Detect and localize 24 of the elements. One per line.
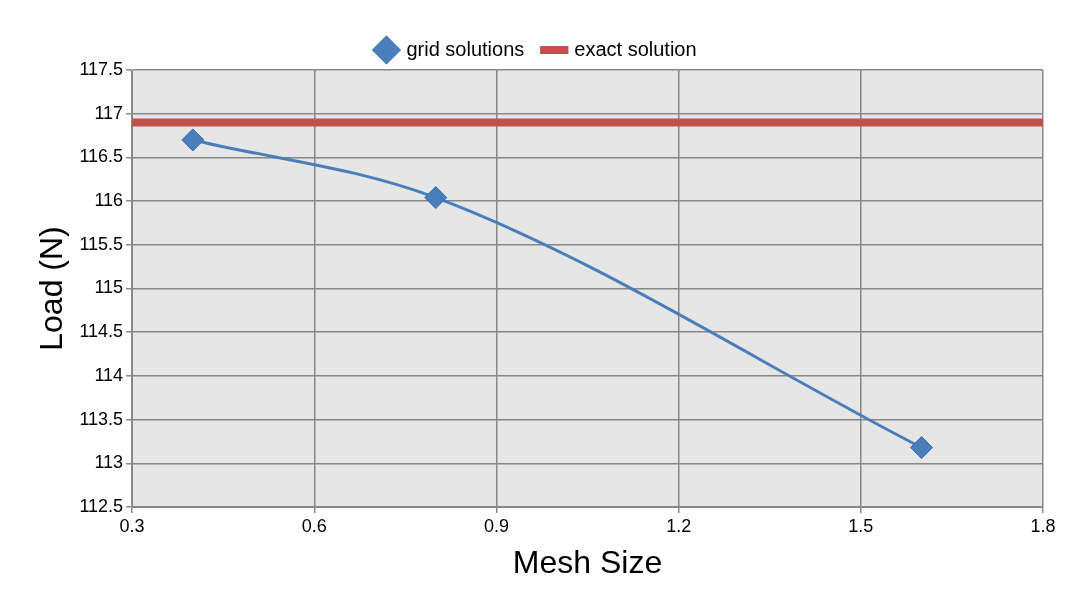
y-tick-label: 113.5: [79, 408, 124, 429]
point: [181, 128, 205, 152]
x-axis-title: Mesh Size: [512, 543, 663, 580]
y-tick-label: 113: [94, 452, 124, 473]
point: [910, 436, 934, 460]
y-tick-label: 116: [94, 190, 124, 211]
point: [424, 186, 448, 210]
y-tick-label: 117: [94, 102, 124, 123]
y-tick-label: 114.5: [79, 321, 124, 342]
x-tick-label: 0.9: [483, 515, 509, 536]
x-tick-label: 0.3: [119, 515, 145, 536]
legend-label: grid solutions: [406, 37, 525, 60]
legend-label: exact solution: [574, 37, 697, 60]
y-tick-label: 115.5: [79, 233, 124, 254]
y-axis-title: Load (N): [33, 226, 70, 351]
x-tick-label: 0.6: [301, 515, 327, 536]
x-tick-label: 1.5: [848, 515, 874, 536]
y-tick-label: 115: [94, 277, 124, 298]
y-tick-label: 117.5: [79, 58, 124, 79]
y-tick-label: 114: [94, 364, 124, 385]
x-tick-label: 1.2: [666, 515, 692, 536]
x-tick-label: 1.8: [1030, 515, 1056, 536]
y-tick-label: 112.5: [79, 495, 124, 516]
y-tick-label: 116.5: [79, 146, 124, 167]
